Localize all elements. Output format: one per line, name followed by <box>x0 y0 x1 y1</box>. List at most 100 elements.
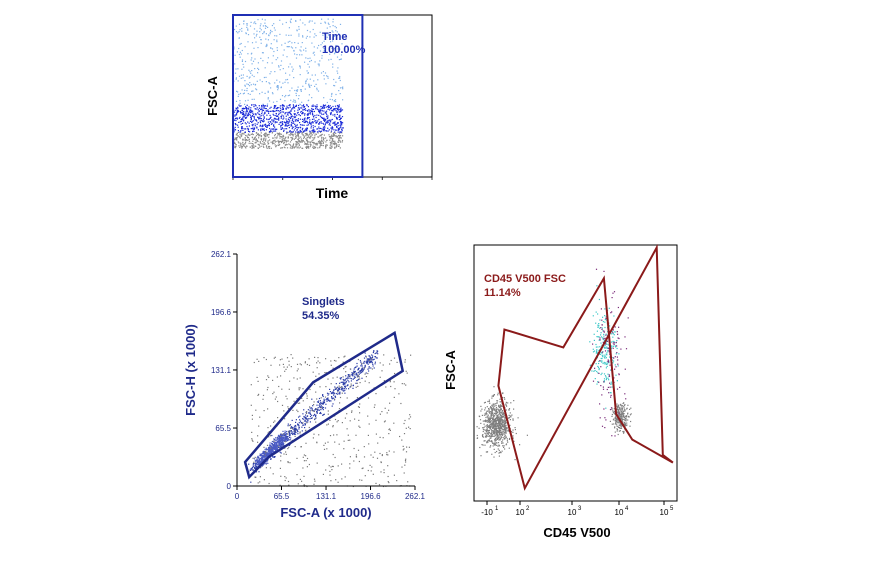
event-dot <box>592 315 594 317</box>
event-dot <box>306 142 309 144</box>
event-dot <box>240 119 242 121</box>
event-dot <box>240 77 242 79</box>
event-dot <box>297 133 299 135</box>
event-dot <box>272 137 274 139</box>
event-dot <box>492 426 494 429</box>
chart-time-vs-fsc: Time 100.00% Time FSC-A <box>205 14 433 201</box>
event-dot <box>337 420 339 422</box>
event-dot <box>507 402 509 404</box>
event-dot <box>279 81 281 83</box>
event-dot <box>266 135 268 137</box>
event-dot <box>287 46 289 48</box>
event-dot <box>476 434 478 437</box>
event-dot <box>251 467 253 469</box>
event-dot <box>332 367 334 369</box>
event-dot <box>283 142 285 145</box>
chart2-x-tick-label: 65.5 <box>274 492 290 501</box>
event-dot <box>276 115 278 117</box>
event-dot <box>329 470 331 472</box>
event-dot <box>300 50 302 52</box>
event-dot <box>496 423 498 425</box>
event-dot <box>500 418 502 420</box>
event-dot <box>617 433 619 436</box>
event-dot <box>322 122 324 124</box>
event-dot <box>336 107 338 110</box>
event-dot <box>493 442 495 444</box>
event-dot <box>280 135 282 138</box>
event-dot <box>361 371 363 373</box>
chart1-time-gate[interactable] <box>232 14 364 178</box>
event-dot <box>282 111 285 113</box>
event-dot <box>280 124 282 127</box>
event-dot <box>257 461 259 463</box>
event-dot <box>339 386 341 388</box>
event-dot <box>241 128 243 130</box>
event-dot <box>353 460 355 462</box>
event-dot <box>297 138 299 141</box>
event-dot <box>507 441 509 443</box>
event-dot <box>295 131 297 133</box>
event-dot <box>476 426 478 428</box>
event-dot <box>254 104 256 106</box>
event-dot <box>346 397 348 399</box>
event-dot <box>289 147 291 149</box>
event-dot <box>272 141 274 143</box>
event-dot <box>290 125 292 127</box>
event-dot <box>298 147 300 149</box>
event-dot <box>332 140 334 142</box>
event-dot <box>307 110 309 112</box>
event-dot <box>616 417 618 419</box>
event-dot <box>270 106 272 108</box>
event-dot <box>484 409 486 411</box>
event-dot <box>322 142 324 144</box>
event-dot <box>316 401 319 403</box>
event-dot <box>381 411 383 413</box>
event-dot <box>363 367 365 369</box>
event-dot <box>305 37 307 39</box>
event-dot <box>394 388 396 390</box>
event-dot <box>336 393 338 395</box>
event-dot <box>355 372 357 374</box>
event-dot <box>314 105 316 107</box>
event-dot <box>291 115 293 117</box>
event-dot <box>320 405 322 407</box>
event-dot <box>492 433 495 435</box>
event-dot <box>260 145 262 147</box>
event-dot <box>256 107 258 109</box>
event-dot <box>332 426 334 428</box>
event-dot <box>237 130 239 132</box>
event-dot <box>597 365 599 367</box>
event-dot <box>246 87 248 90</box>
event-dot <box>296 147 298 149</box>
event-dot <box>335 387 337 389</box>
event-dot <box>486 415 488 417</box>
event-dot <box>487 433 489 435</box>
event-dot <box>501 397 504 399</box>
event-dot <box>247 41 249 43</box>
event-dot <box>484 440 486 442</box>
event-dot <box>304 427 306 429</box>
event-dot <box>375 352 377 354</box>
event-dot <box>306 104 308 106</box>
event-dot <box>341 139 344 142</box>
event-dot <box>324 72 327 74</box>
event-dot <box>604 375 607 377</box>
event-dot <box>311 42 313 44</box>
event-dot <box>308 122 310 124</box>
event-dot <box>335 146 337 148</box>
chart2-singlets-gate[interactable] <box>243 330 405 480</box>
event-dot <box>339 131 341 133</box>
event-dot <box>283 105 285 107</box>
event-dot <box>493 435 495 437</box>
event-dot <box>299 146 301 148</box>
event-dot <box>266 133 269 136</box>
event-dot <box>283 146 285 148</box>
event-dot <box>270 451 272 453</box>
event-dot <box>484 407 486 409</box>
event-dot <box>324 112 326 114</box>
event-dot <box>282 68 284 70</box>
event-dot <box>242 93 244 95</box>
event-dot <box>514 459 516 461</box>
event-dot <box>368 360 370 362</box>
event-dot <box>407 481 409 483</box>
